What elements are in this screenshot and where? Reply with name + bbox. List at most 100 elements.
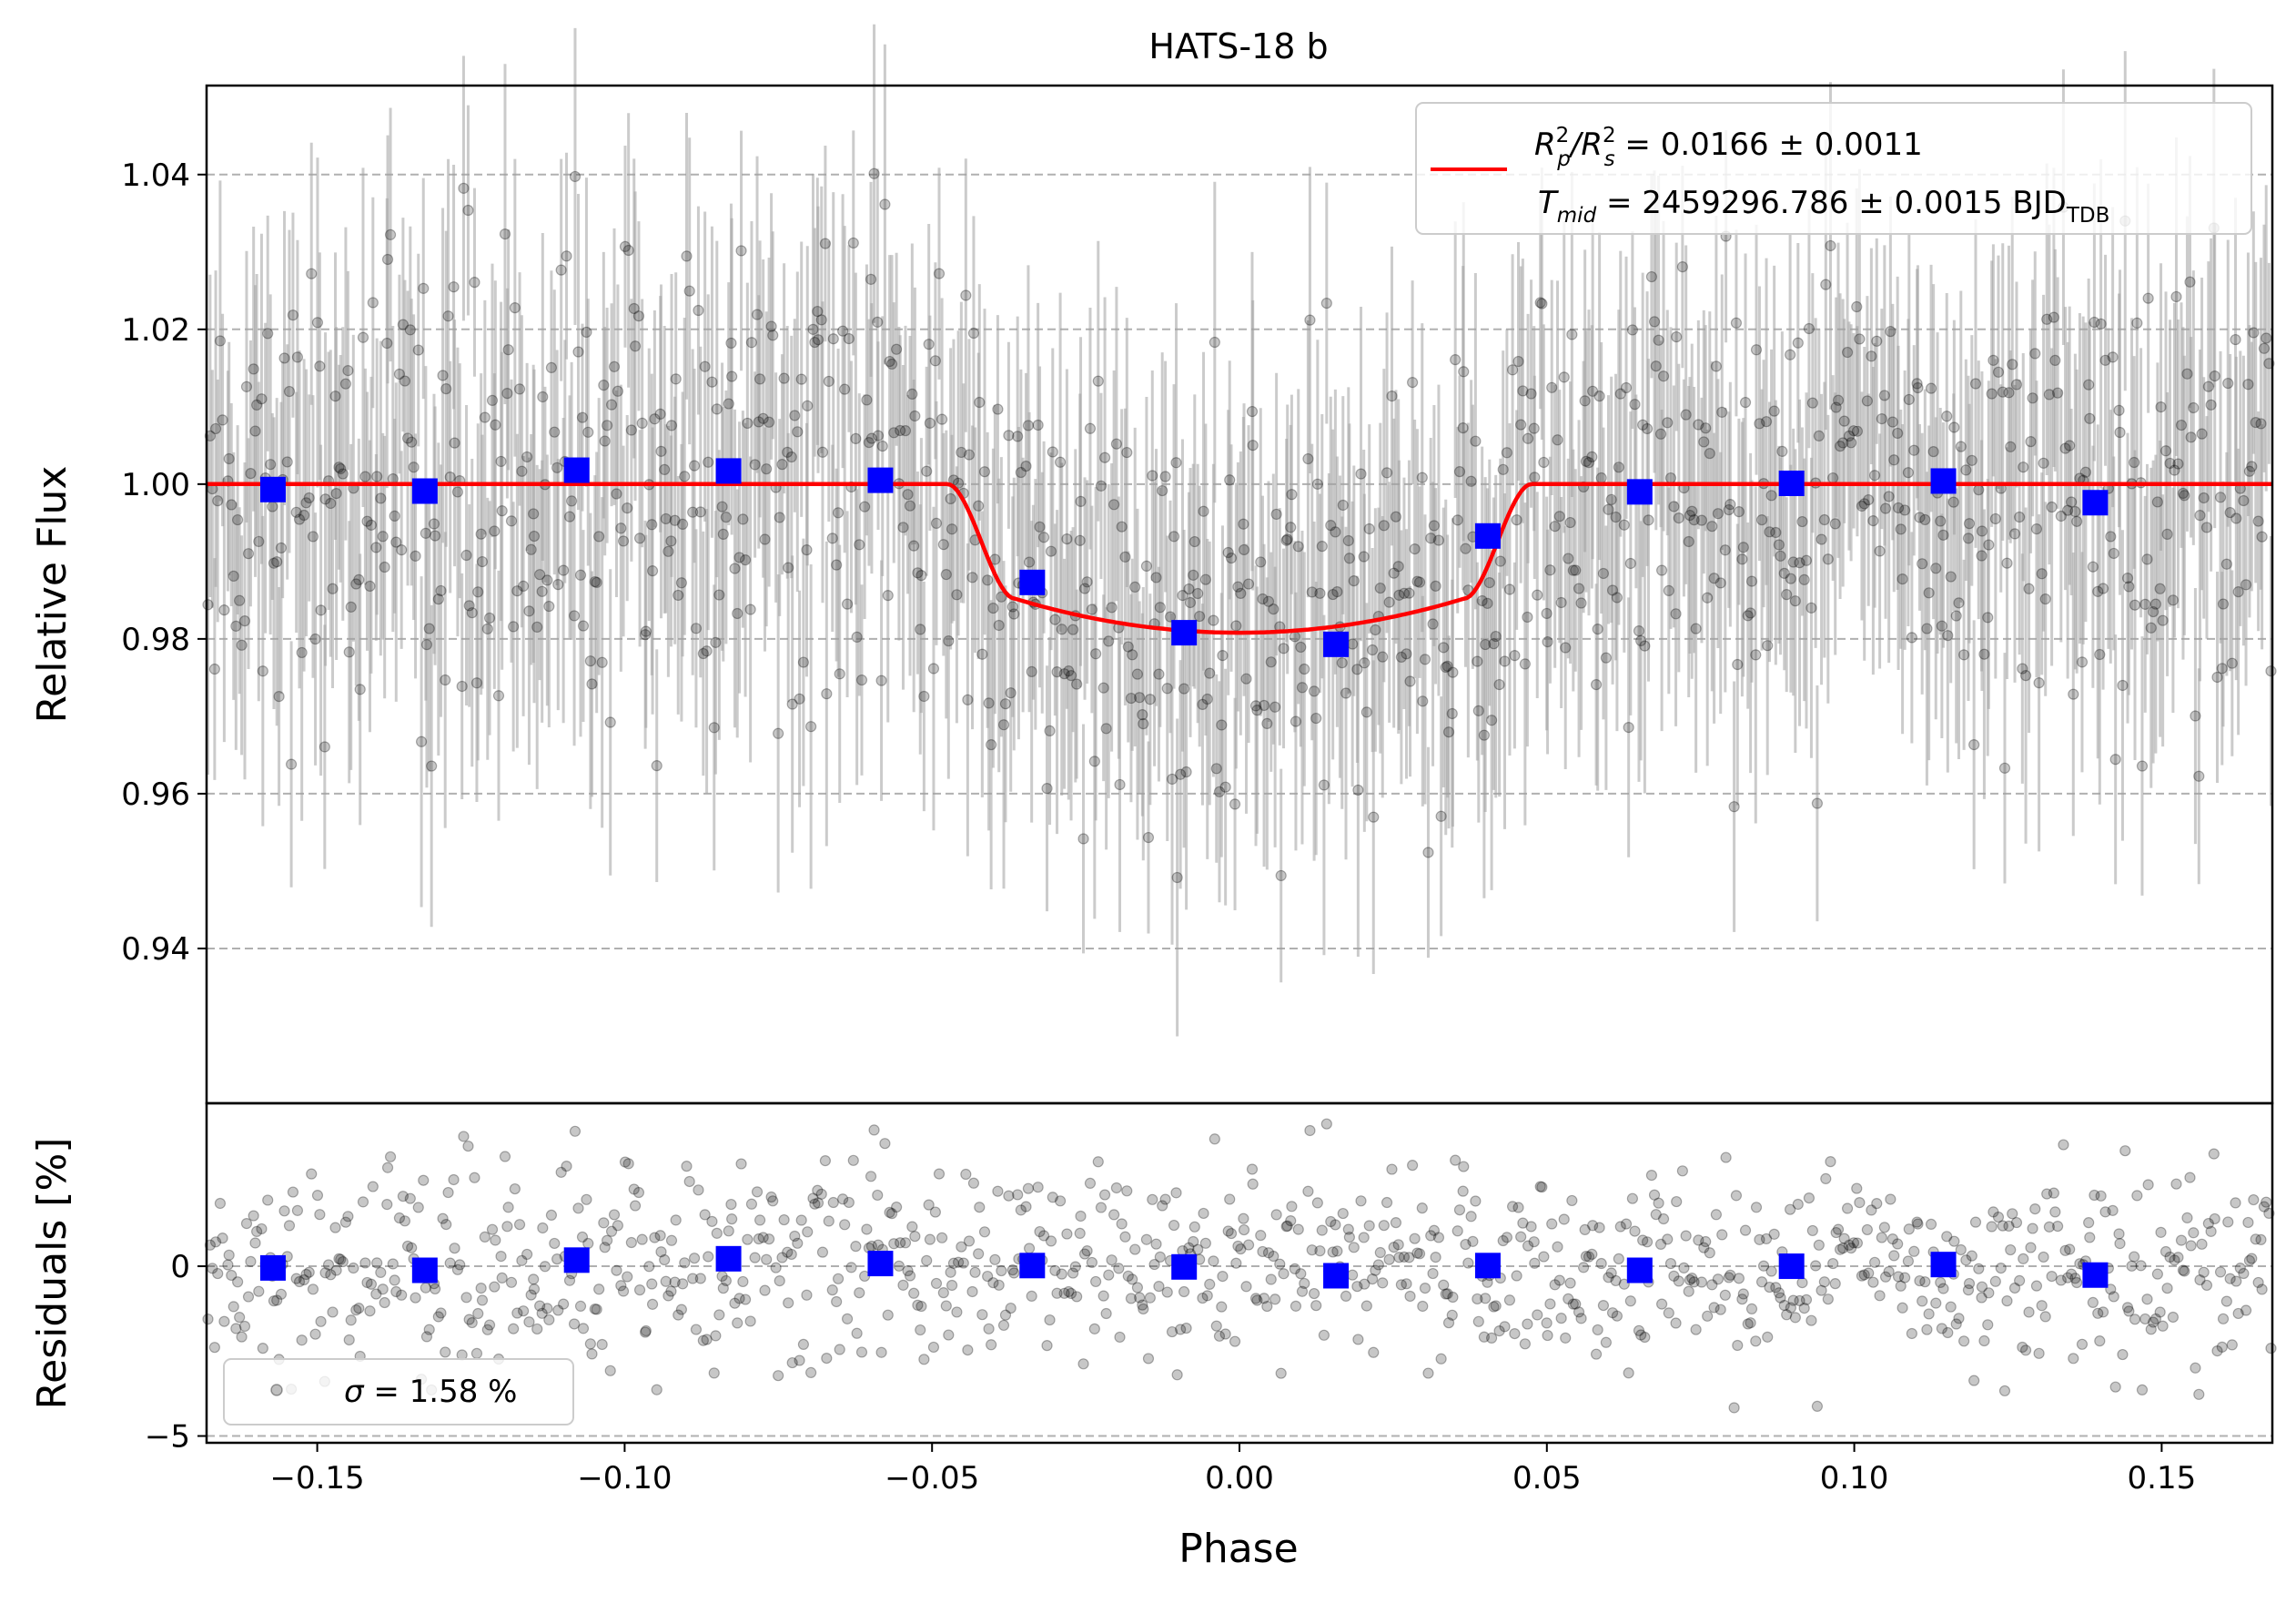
raw-point: [1192, 587, 1204, 600]
raw-point: [1184, 596, 1197, 609]
raw-point: [1306, 586, 1318, 598]
raw-point: [2209, 370, 2220, 382]
raw-point: [611, 488, 622, 500]
raw-point: [2007, 359, 2018, 370]
raw-point: [209, 422, 222, 435]
residual-point: [1413, 1248, 1426, 1260]
residual-point: [234, 1312, 246, 1324]
residual-point: [1308, 1287, 1320, 1300]
residual-point: [551, 1253, 563, 1265]
residual-point: [2242, 1216, 2254, 1229]
residual-point: [1289, 1263, 1300, 1275]
residual-point: [2069, 1273, 2081, 1284]
residual-point: [1570, 1298, 1582, 1310]
raw-point: [1719, 544, 1731, 556]
residual-point: [1290, 1300, 1302, 1312]
residual-point: [262, 1194, 274, 1206]
residual-point: [1733, 1273, 1745, 1284]
raw-point: [2033, 677, 2045, 689]
residual-point: [1296, 1285, 1309, 1297]
residual-point: [1340, 1290, 1352, 1302]
raw-point: [763, 416, 775, 428]
raw-point: [1247, 440, 1259, 451]
binned-residual-point: [1626, 1257, 1653, 1283]
residual-point: [1281, 1220, 1293, 1232]
raw-point: [1006, 601, 1018, 613]
residual-point: [854, 1287, 865, 1299]
residual-point: [706, 1215, 718, 1227]
residual-point: [1095, 1202, 1108, 1213]
raw-point: [2008, 528, 2021, 540]
residual-point: [1830, 1226, 1842, 1239]
residual-point: [670, 1214, 682, 1226]
raw-point: [665, 535, 677, 547]
residual-point: [868, 1124, 880, 1136]
residual-point: [812, 1197, 824, 1209]
residual-point: [1592, 1324, 1603, 1336]
raw-point: [1485, 715, 1498, 726]
raw-point: [1081, 576, 1093, 588]
residual-point: [1432, 1232, 1445, 1243]
raw-point: [757, 412, 769, 424]
residual-point: [1773, 1287, 1785, 1299]
residual-point: [479, 1231, 491, 1243]
residual-point: [1171, 1369, 1183, 1381]
raw-point: [325, 497, 337, 510]
raw-point: [754, 373, 766, 385]
raw-point: [1428, 520, 1440, 532]
residual-point: [1077, 1358, 1089, 1370]
raw-point: [841, 598, 854, 610]
raw-point: [930, 517, 943, 529]
raw-point: [1704, 448, 1715, 460]
raw-point: [1688, 514, 1700, 526]
raw-point: [2039, 593, 2051, 605]
residual-point: [1005, 1302, 1017, 1314]
raw-point: [1051, 666, 1063, 678]
raw-point: [1178, 683, 1190, 695]
residual-point: [2198, 1266, 2210, 1278]
raw-point: [2059, 442, 2071, 454]
raw-point: [1071, 678, 1083, 690]
raw-point: [242, 548, 255, 560]
raw-point: [633, 533, 646, 544]
raw-point: [1917, 558, 1928, 570]
raw-point: [1606, 584, 1619, 596]
residual-point: [2068, 1353, 2079, 1365]
residual-point: [2129, 1251, 2140, 1263]
residual-point: [495, 1251, 507, 1263]
raw-point: [1863, 493, 1875, 506]
raw-point: [918, 690, 930, 703]
raw-point: [389, 510, 400, 522]
residual-point: [2062, 1272, 2074, 1283]
raw-point: [1204, 667, 1216, 679]
raw-point: [1175, 768, 1187, 780]
residual-point: [1447, 1291, 1459, 1304]
raw-point: [915, 624, 926, 635]
residual-point: [2014, 1274, 2026, 1287]
raw-point: [1458, 366, 1470, 378]
raw-point: [262, 328, 274, 340]
residual-point: [1084, 1177, 1097, 1189]
raw-point: [812, 305, 824, 318]
raw-point: [1054, 456, 1067, 468]
raw-point: [1858, 498, 1870, 510]
residual-point: [827, 1196, 839, 1209]
residual-point: [1973, 1263, 1985, 1274]
raw-point: [566, 495, 578, 507]
raw-point: [786, 698, 798, 710]
raw-point: [1843, 430, 1856, 442]
residual-point: [2025, 1242, 2037, 1253]
residual-point: [1054, 1195, 1067, 1207]
residual-point: [841, 1313, 854, 1324]
residual-point: [1529, 1257, 1541, 1269]
residual-point: [1299, 1277, 1310, 1290]
raw-point: [912, 567, 924, 579]
residual-point: [615, 1280, 627, 1292]
residual-point: [2114, 1237, 2126, 1250]
residual-point: [1216, 1301, 1228, 1313]
residual-point: [348, 1262, 359, 1274]
residual-point: [839, 1219, 851, 1231]
raw-point: [397, 319, 410, 330]
raw-point: [591, 576, 602, 589]
raw-point: [1103, 635, 1115, 647]
